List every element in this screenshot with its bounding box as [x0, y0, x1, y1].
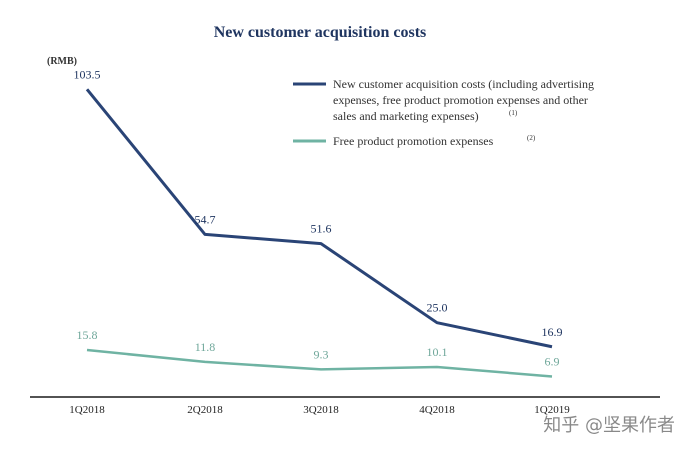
y-unit-label: (RMB)	[47, 56, 77, 67]
data-label-promotion-4: 6.9	[545, 354, 560, 368]
watermark: 知乎 @坚果作者	[543, 415, 675, 436]
data-label-promotion-1: 11.8	[195, 340, 216, 354]
data-label-acquisition-1: 54.7	[195, 212, 216, 226]
series-line-acquisition-costs	[85, 88, 553, 349]
x-tick-label-4: 1Q2019	[534, 404, 570, 416]
tick-layer: 1Q2018 2Q2018 3Q2018 4Q2018 1Q2019	[69, 404, 570, 416]
chart-title: New customer acquisition costs	[214, 24, 427, 41]
legend-label-acquisition-line2: expenses, free product promotion expense…	[333, 93, 588, 107]
legend-label-acquisition-line3: sales and marketing expenses)	[333, 109, 479, 123]
data-label-promotion-2: 9.3	[314, 347, 329, 361]
legend-label-acquisition-line1: New customer acquisition costs (includin…	[333, 77, 594, 91]
legend-label-promotion: Free product promotion expenses	[333, 134, 494, 148]
label-layer: 103.5 54.7 51.6 25.0 16.9 15.8 11.8 9.3 10.1 6.9	[74, 67, 563, 368]
data-label-acquisition-4: 16.9	[542, 325, 563, 339]
x-tick-label-3: 4Q2018	[419, 404, 455, 416]
series-layer	[85, 88, 553, 378]
legend: New customer acquisition costs (includin…	[293, 77, 594, 148]
data-label-acquisition-3: 25.0	[427, 301, 448, 315]
x-tick-label-2: 3Q2018	[303, 404, 339, 416]
x-tick-label-0: 1Q2018	[69, 404, 105, 416]
series-line-promotion-expenses	[86, 348, 553, 378]
legend-footnote-promotion: (2)	[527, 134, 536, 142]
data-label-acquisition-2: 51.6	[311, 222, 332, 236]
x-tick-label-1: 2Q2018	[187, 404, 223, 416]
data-label-acquisition-0: 103.5	[74, 67, 101, 81]
data-label-promotion-0: 15.8	[77, 328, 98, 342]
data-label-promotion-3: 10.1	[427, 345, 448, 359]
legend-footnote-acquisition: (1)	[509, 109, 518, 117]
